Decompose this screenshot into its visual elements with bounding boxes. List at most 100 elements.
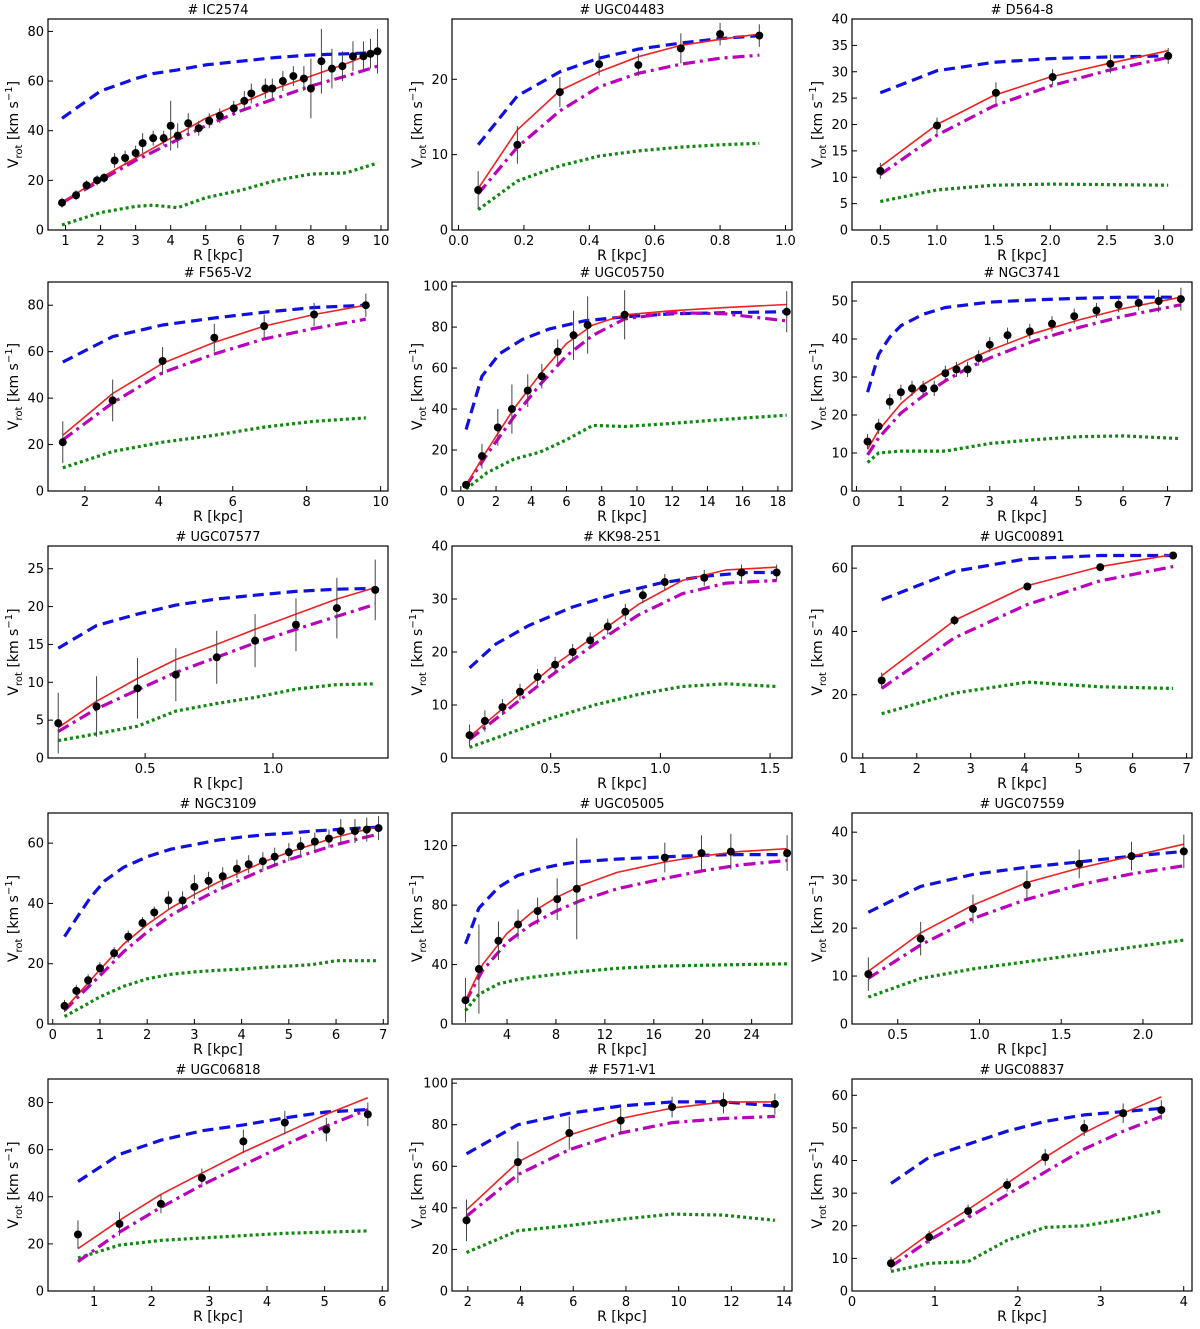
data-point [84, 976, 93, 985]
baryonic-curve [464, 852, 788, 945]
total-fit-curve [879, 49, 1169, 168]
y-tick-label: 100 [423, 1077, 448, 1092]
data-point [138, 919, 147, 928]
data-point [991, 88, 1000, 97]
y-label-sub: rot [14, 144, 25, 158]
series-group [61, 50, 378, 227]
y-label-part: V [410, 1219, 426, 1229]
y-tick-label: 30 [831, 371, 848, 386]
data-point [770, 1099, 779, 1108]
y-axis-label: Vrot [km s−1] [408, 343, 429, 430]
other-curve [890, 1209, 1162, 1273]
y-tick-label: 50 [831, 1121, 848, 1136]
x-tick-label: 8 [303, 495, 311, 510]
data-point [660, 853, 669, 862]
x-tick-label: 1.0 [969, 1028, 990, 1043]
data-point [919, 384, 928, 393]
x-axis-label: R [kpc] [193, 1042, 243, 1058]
x-axis-label: R [kpc] [193, 776, 243, 792]
x-tick-label: 2 [492, 495, 500, 510]
y-tick-label: 0 [36, 1285, 44, 1300]
y-label-sub: rot [818, 1205, 829, 1219]
y-tick-label: 20 [831, 1219, 848, 1234]
x-tick-label: 0 [49, 1028, 57, 1043]
other-curve [465, 1212, 776, 1254]
y-label-part: [km s [6, 363, 22, 406]
x-tick-label: 18 [770, 495, 787, 510]
data-point [726, 847, 735, 856]
y-label-sub: rot [14, 938, 25, 952]
chart-panel: # D564-8 0.5 1.0 1.5 2.0 2.5 3.0 0 5 10 15 20 25 30 35… [808, 3, 1193, 264]
data-point [569, 331, 578, 340]
data-point [268, 84, 277, 93]
data-point [244, 860, 253, 869]
data-point [480, 716, 489, 725]
data-point [284, 848, 293, 857]
x-axis-label: R [kpc] [193, 248, 243, 264]
data-point [553, 347, 562, 356]
baryonic-curve [890, 1106, 1162, 1185]
data-point [737, 568, 746, 577]
x-tick-label: 5 [285, 1028, 293, 1043]
chart-title: # F565-V2 [184, 266, 252, 281]
x-tick-label: 2 [913, 762, 921, 777]
y-label-sub: rot [14, 406, 25, 420]
data-point [131, 149, 140, 158]
y-tick-label: 20 [831, 118, 848, 133]
data-point [322, 1125, 331, 1134]
baryonic-curve [476, 34, 760, 146]
y-tick-label: 20 [27, 438, 44, 453]
y-tick-label: 20 [27, 1237, 44, 1252]
observed-points [58, 293, 370, 464]
x-tick-label: 3 [205, 1295, 213, 1310]
y-label-sup: −1 [408, 86, 419, 101]
x-tick-label: 8 [552, 1028, 560, 1043]
x-tick-label: 1.5 [1051, 1028, 1072, 1043]
plot-frame [451, 18, 793, 231]
data-point [350, 827, 359, 836]
other-curve [867, 938, 1185, 999]
x-tick-label: 2 [96, 234, 104, 249]
y-axis-label: Vrot [km s−1] [808, 81, 829, 168]
y-tick-label: 15 [831, 144, 848, 159]
data-point [783, 849, 792, 858]
y-tick-label: 20 [431, 1243, 448, 1258]
y-tick-label: 0 [840, 224, 848, 239]
y-tick-label: 30 [831, 65, 848, 80]
y-label-sup: −1 [408, 348, 419, 363]
chart-panel: # UGC05005 4 8 12 16 20 24 0 40 80 120 R [kpc] Vrot … [408, 797, 793, 1058]
y-label-sup: −1 [808, 880, 819, 895]
other-curve [879, 182, 1169, 204]
data-point [1169, 551, 1178, 560]
y-tick-label: 40 [431, 1201, 448, 1216]
y-label-part: [km s [810, 363, 826, 406]
plot-frame [451, 812, 793, 1025]
series-group [890, 1096, 1162, 1273]
data-point [603, 622, 612, 631]
y-tick-label: 0 [440, 1018, 448, 1033]
x-tick-label: 10 [373, 234, 390, 249]
data-point [306, 84, 315, 93]
y-label-part: V [410, 686, 426, 696]
data-point [133, 684, 142, 693]
chart-title: # F571-V1 [588, 1063, 656, 1078]
other-curve [881, 680, 1174, 716]
x-tick-label: 0.6 [644, 234, 665, 249]
y-tick-label: 5 [36, 714, 44, 729]
plot-frame [47, 281, 389, 492]
y-tick-label: 40 [831, 625, 848, 640]
y-label-part: ] [6, 343, 22, 348]
data-point [58, 438, 67, 447]
data-point [60, 1001, 69, 1010]
halo-curve [476, 53, 760, 195]
y-label-part: V [810, 952, 826, 962]
series-group [464, 847, 788, 1012]
y-tick-label: 40 [27, 897, 44, 912]
y-tick-label: 25 [27, 562, 44, 577]
x-tick-label: 10 [670, 1295, 687, 1310]
data-point [54, 719, 63, 728]
y-label-part: [km s [810, 629, 826, 672]
y-label-sup: −1 [808, 86, 819, 101]
